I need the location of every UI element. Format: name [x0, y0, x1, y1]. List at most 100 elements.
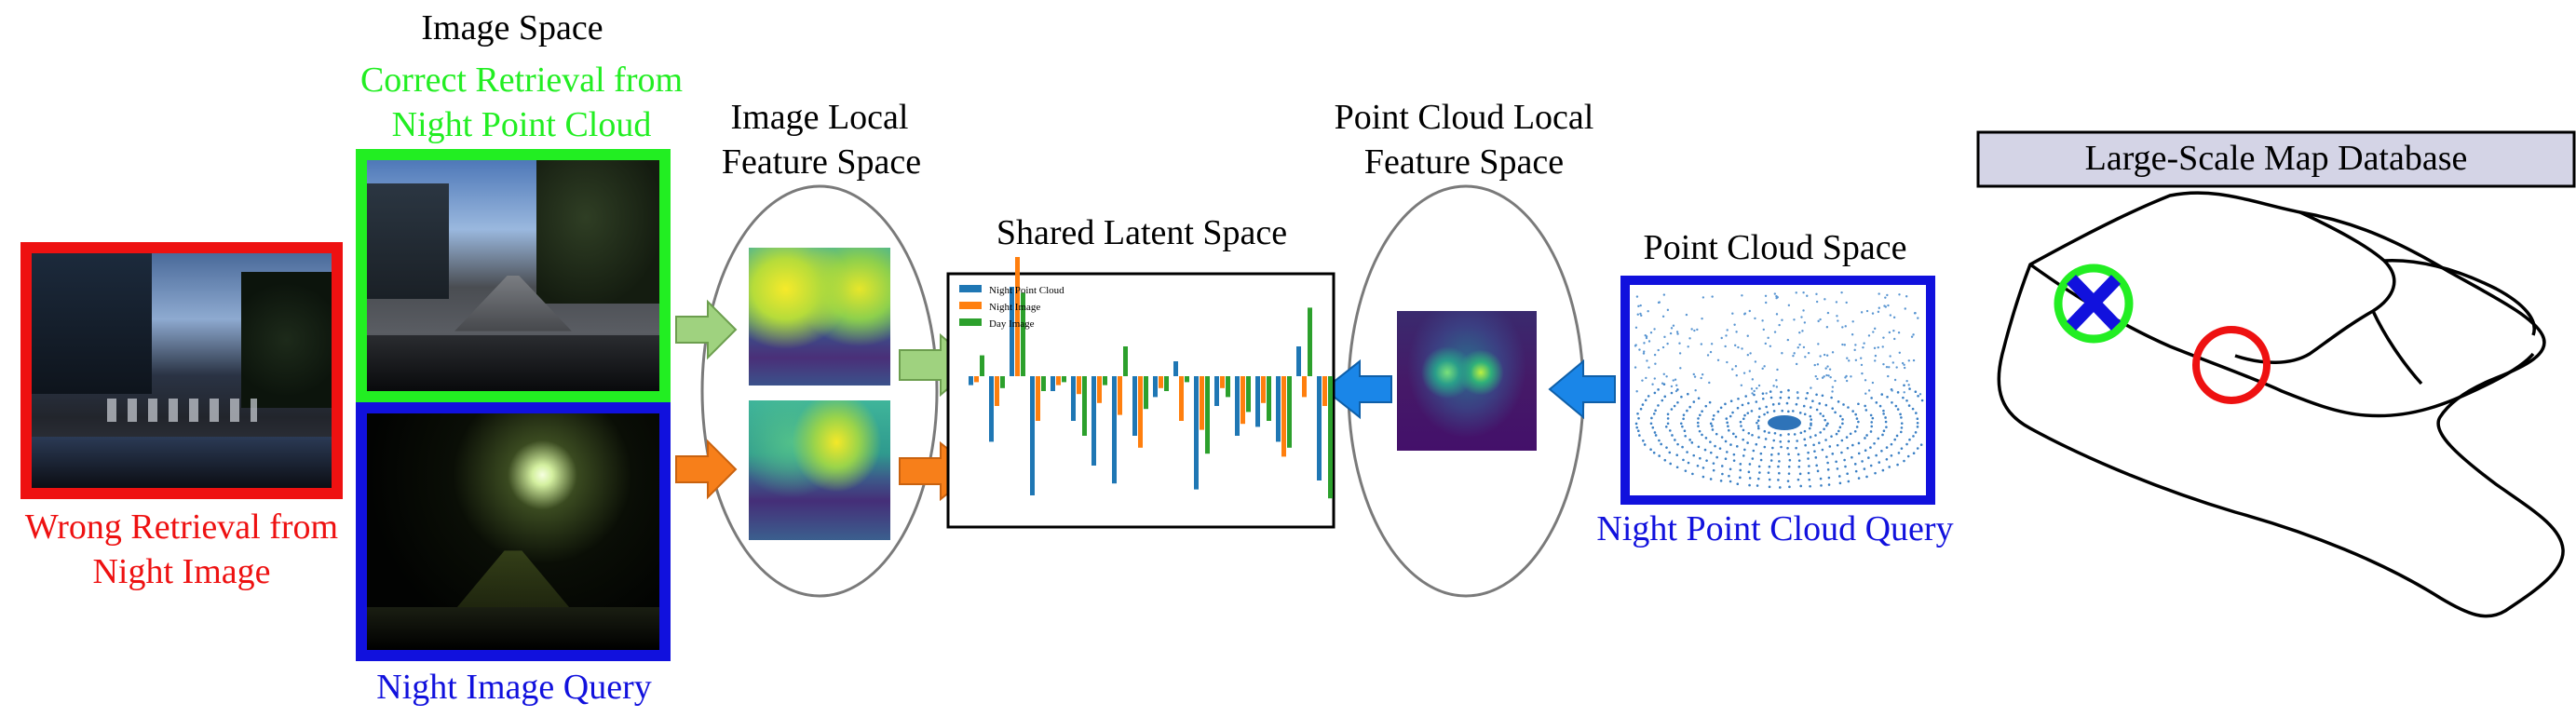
point-cloud-point: [1834, 379, 1837, 383]
point-cloud-point: [1661, 315, 1665, 318]
point-cloud-point: [1857, 441, 1861, 445]
point-cloud-point: [1711, 428, 1715, 431]
point-cloud-point: [1905, 399, 1908, 402]
point-cloud-point: [1827, 476, 1831, 480]
point-cloud-point: [1742, 438, 1744, 441]
point-cloud-point: [1851, 410, 1854, 413]
latent-bar: [1267, 376, 1271, 421]
point-cloud-point: [1825, 455, 1828, 458]
point-cloud-point: [1733, 323, 1736, 326]
point-cloud-point: [1912, 435, 1915, 438]
point-cloud-point: [1712, 468, 1715, 472]
point-cloud-point: [1802, 291, 1805, 294]
point-cloud-point: [1895, 434, 1899, 438]
point-cloud-point: [1676, 388, 1679, 391]
point-cloud-point: [1874, 359, 1877, 362]
point-cloud-point: [1817, 319, 1820, 323]
point-cloud-point: [1666, 413, 1670, 416]
point-cloud-point: [1704, 437, 1708, 440]
point-cloud-point: [1675, 453, 1679, 456]
point-cloud-point: [1864, 409, 1868, 412]
point-cloud-point: [1775, 296, 1778, 300]
point-cloud-point: [1769, 345, 1772, 348]
point-cloud-point: [1777, 402, 1781, 405]
latent-bar: [1056, 376, 1061, 386]
point-cloud-point: [1912, 358, 1916, 362]
point-cloud-point: [1877, 437, 1880, 440]
point-cloud-point: [1797, 465, 1801, 468]
point-cloud-point: [1824, 298, 1826, 301]
point-cloud-point: [1788, 458, 1792, 462]
point-cloud-point: [1802, 345, 1806, 349]
point-cloud-point: [1708, 400, 1712, 404]
arrow-blue-local-to-shared: [1322, 358, 1392, 420]
point-cloud-point: [1775, 313, 1779, 316]
point-cloud-point: [1837, 475, 1841, 478]
point-cloud-point: [1900, 426, 1904, 429]
point-cloud-point: [1815, 393, 1818, 397]
point-cloud-point: [1742, 372, 1746, 374]
point-cloud-point: [1737, 397, 1740, 400]
point-cloud-point: [1872, 331, 1875, 333]
point-cloud-point: [1635, 390, 1638, 393]
point-cloud-point: [1787, 396, 1791, 399]
point-cloud-point: [1670, 327, 1674, 330]
point-cloud-point: [1702, 296, 1705, 299]
point-cloud-point: [1810, 418, 1813, 421]
point-cloud-point: [1802, 309, 1805, 312]
point-cloud-point: [1731, 368, 1734, 371]
point-cloud-point: [1905, 442, 1908, 446]
point-cloud-point: [1864, 437, 1866, 440]
latent-bar: [1036, 376, 1040, 421]
point-cloud-point: [1841, 326, 1844, 329]
point-cloud-point: [1894, 404, 1898, 408]
latent-bar: [1173, 361, 1178, 376]
point-cloud-point: [1826, 422, 1829, 426]
point-cloud-point: [1644, 399, 1647, 402]
point-cloud-point: [1755, 400, 1758, 403]
point-cloud-point: [1735, 331, 1738, 333]
point-cloud-space-label: Point Cloud Space: [1643, 228, 1907, 267]
point-cloud-point: [1823, 375, 1825, 378]
point-cloud-point: [1675, 384, 1678, 386]
point-cloud-point: [1829, 375, 1832, 379]
point-cloud-point: [1823, 427, 1825, 431]
point-cloud-point: [1712, 462, 1715, 465]
point-cloud-point: [1787, 453, 1790, 456]
point-cloud-point: [1777, 453, 1781, 455]
point-cloud-point: [1826, 365, 1829, 368]
point-cloud-point: [1703, 448, 1707, 452]
point-cloud-point: [1642, 352, 1646, 355]
point-cloud-point: [1824, 367, 1827, 370]
legend-swatch-night-point-cloud: [959, 285, 982, 292]
night-image-query: [356, 402, 671, 661]
point-cloud-point: [1763, 429, 1767, 433]
point-cloud-point: [1842, 403, 1845, 406]
point-cloud-point: [1748, 477, 1752, 480]
point-cloud-point: [1819, 477, 1823, 480]
point-cloud-point: [1733, 344, 1737, 347]
point-cloud-point: [1710, 343, 1714, 345]
point-cloud-point: [1692, 453, 1696, 457]
point-cloud-point: [1773, 431, 1777, 435]
point-cloud-point: [1896, 391, 1900, 394]
point-cloud-point: [1890, 442, 1893, 446]
point-cloud-point: [1748, 309, 1751, 313]
point-cloud-point: [1771, 403, 1775, 406]
point-cloud-point: [1796, 478, 1800, 481]
point-cloud-point: [1705, 459, 1708, 462]
point-cloud-point: [1779, 396, 1783, 399]
point-cloud-point: [1768, 465, 1771, 468]
point-cloud-point: [1877, 310, 1880, 314]
latent-bar: [1287, 376, 1292, 448]
point-cloud-point: [1718, 447, 1722, 450]
point-cloud-point: [1821, 448, 1824, 452]
point-cloud-point: [1681, 445, 1684, 449]
point-cloud-point: [1684, 469, 1688, 472]
point-cloud-point: [1831, 390, 1834, 393]
point-cloud-point: [1742, 417, 1745, 421]
point-cloud-point: [1734, 365, 1738, 368]
point-cloud-feature-map: [1397, 311, 1537, 451]
point-cloud-point: [1891, 401, 1893, 404]
